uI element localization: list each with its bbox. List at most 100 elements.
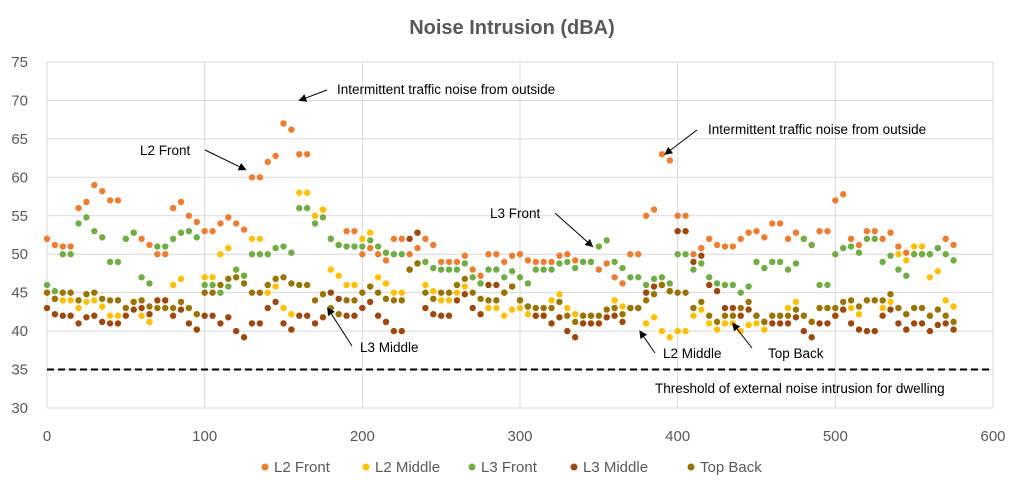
point-l3-front bbox=[122, 235, 130, 243]
point-l3-middle bbox=[335, 295, 342, 303]
y-tick-label: 45 bbox=[11, 285, 28, 302]
point-top-back bbox=[729, 312, 737, 319]
point-l3-middle bbox=[579, 320, 587, 327]
point-l3-middle bbox=[887, 306, 894, 313]
point-l3-front bbox=[264, 251, 271, 258]
point-l2-front bbox=[217, 220, 224, 227]
point-l3-middle bbox=[422, 304, 429, 312]
point-l3-middle bbox=[461, 291, 469, 298]
point-top-back bbox=[185, 304, 193, 312]
point-l3-middle bbox=[43, 304, 51, 312]
point-top-back bbox=[950, 318, 957, 326]
point-l2-front bbox=[627, 251, 634, 258]
legend-label: Top Back bbox=[700, 459, 762, 476]
point-l2-middle bbox=[698, 306, 705, 313]
point-l2-front bbox=[761, 234, 768, 241]
point-l3-middle bbox=[698, 252, 705, 259]
point-l3-front bbox=[193, 234, 200, 241]
point-l3-middle bbox=[406, 235, 413, 243]
point-l3-middle bbox=[690, 258, 697, 266]
point-l3-front bbox=[532, 266, 539, 273]
point-l3-front bbox=[225, 283, 232, 290]
point-top-back bbox=[556, 298, 563, 306]
point-top-back bbox=[737, 304, 744, 312]
point-l3-middle bbox=[603, 314, 610, 321]
point-l3-front bbox=[114, 258, 122, 266]
point-l2-front bbox=[114, 197, 122, 204]
point-l3-front bbox=[516, 274, 524, 281]
point-l2-front bbox=[666, 157, 673, 164]
point-l3-front bbox=[351, 243, 358, 250]
annotation-arrow bbox=[554, 212, 594, 248]
point-l2-middle bbox=[453, 289, 461, 296]
point-l3-front bbox=[666, 280, 673, 287]
point-l3-front bbox=[792, 260, 800, 267]
point-l3-front bbox=[106, 258, 114, 266]
point-l2-front bbox=[154, 251, 161, 258]
point-l3-front bbox=[169, 235, 177, 243]
point-l3-middle bbox=[800, 327, 807, 335]
point-l3-middle bbox=[863, 327, 871, 335]
point-l3-middle bbox=[564, 327, 571, 335]
point-l2-middle bbox=[390, 289, 398, 296]
point-l2-middle bbox=[398, 289, 405, 296]
point-l3-middle bbox=[595, 320, 603, 327]
point-l2-middle bbox=[706, 320, 713, 327]
point-l2-middle bbox=[658, 327, 666, 335]
point-l3-middle bbox=[209, 312, 216, 319]
point-l3-middle bbox=[453, 297, 461, 304]
point-l3-front bbox=[374, 243, 382, 250]
point-l3-middle bbox=[240, 334, 248, 341]
point-top-back bbox=[264, 281, 271, 289]
point-l3-front bbox=[91, 227, 98, 235]
point-l3-front bbox=[721, 281, 729, 289]
point-top-back bbox=[311, 297, 319, 304]
point-l3-middle bbox=[721, 304, 729, 312]
point-l3-middle bbox=[248, 320, 256, 327]
point-l2-front bbox=[950, 241, 957, 249]
point-l3-middle bbox=[225, 314, 232, 321]
point-l3-front bbox=[303, 204, 311, 212]
point-l2-middle bbox=[169, 281, 177, 289]
point-l2-front bbox=[303, 151, 311, 158]
point-l3-front bbox=[335, 241, 342, 249]
point-l2-front bbox=[571, 257, 579, 264]
legend-label: L2 Middle bbox=[375, 459, 440, 476]
point-l2-middle bbox=[303, 189, 311, 196]
point-l3-middle bbox=[169, 312, 177, 319]
point-l2-middle bbox=[674, 327, 681, 335]
annotation-arrow bbox=[664, 129, 698, 155]
point-l3-front bbox=[390, 251, 398, 258]
point-l3-middle bbox=[296, 312, 303, 319]
point-l3-middle bbox=[571, 334, 579, 341]
point-l3-middle bbox=[414, 229, 421, 236]
point-l3-middle bbox=[382, 318, 390, 326]
point-l3-middle bbox=[871, 327, 878, 335]
point-l3-front bbox=[776, 258, 784, 266]
point-l3-front bbox=[887, 252, 894, 259]
point-l3-front bbox=[895, 266, 902, 273]
point-l3-front bbox=[162, 243, 169, 250]
point-l3-middle bbox=[154, 297, 161, 304]
point-l3-front bbox=[579, 258, 587, 266]
point-l3-middle bbox=[769, 320, 776, 327]
point-l2-middle bbox=[887, 298, 894, 306]
point-l2-middle bbox=[879, 304, 886, 312]
point-top-back bbox=[351, 297, 358, 304]
point-top-back bbox=[359, 289, 366, 296]
point-l3-front bbox=[185, 227, 193, 235]
point-l3-front bbox=[808, 241, 815, 249]
point-l3-middle bbox=[548, 320, 555, 327]
point-l2-front bbox=[469, 266, 476, 273]
point-l2-middle bbox=[619, 303, 626, 310]
annotation-arrow bbox=[298, 89, 328, 102]
point-l3-front bbox=[871, 235, 878, 243]
point-l3-middle bbox=[319, 314, 327, 321]
point-l3-middle bbox=[437, 312, 445, 319]
point-l2-front bbox=[887, 229, 894, 236]
point-l2-middle bbox=[296, 189, 303, 196]
x-tick-label: 200 bbox=[350, 428, 375, 445]
point-l3-front bbox=[745, 283, 752, 290]
point-top-back bbox=[445, 289, 453, 296]
